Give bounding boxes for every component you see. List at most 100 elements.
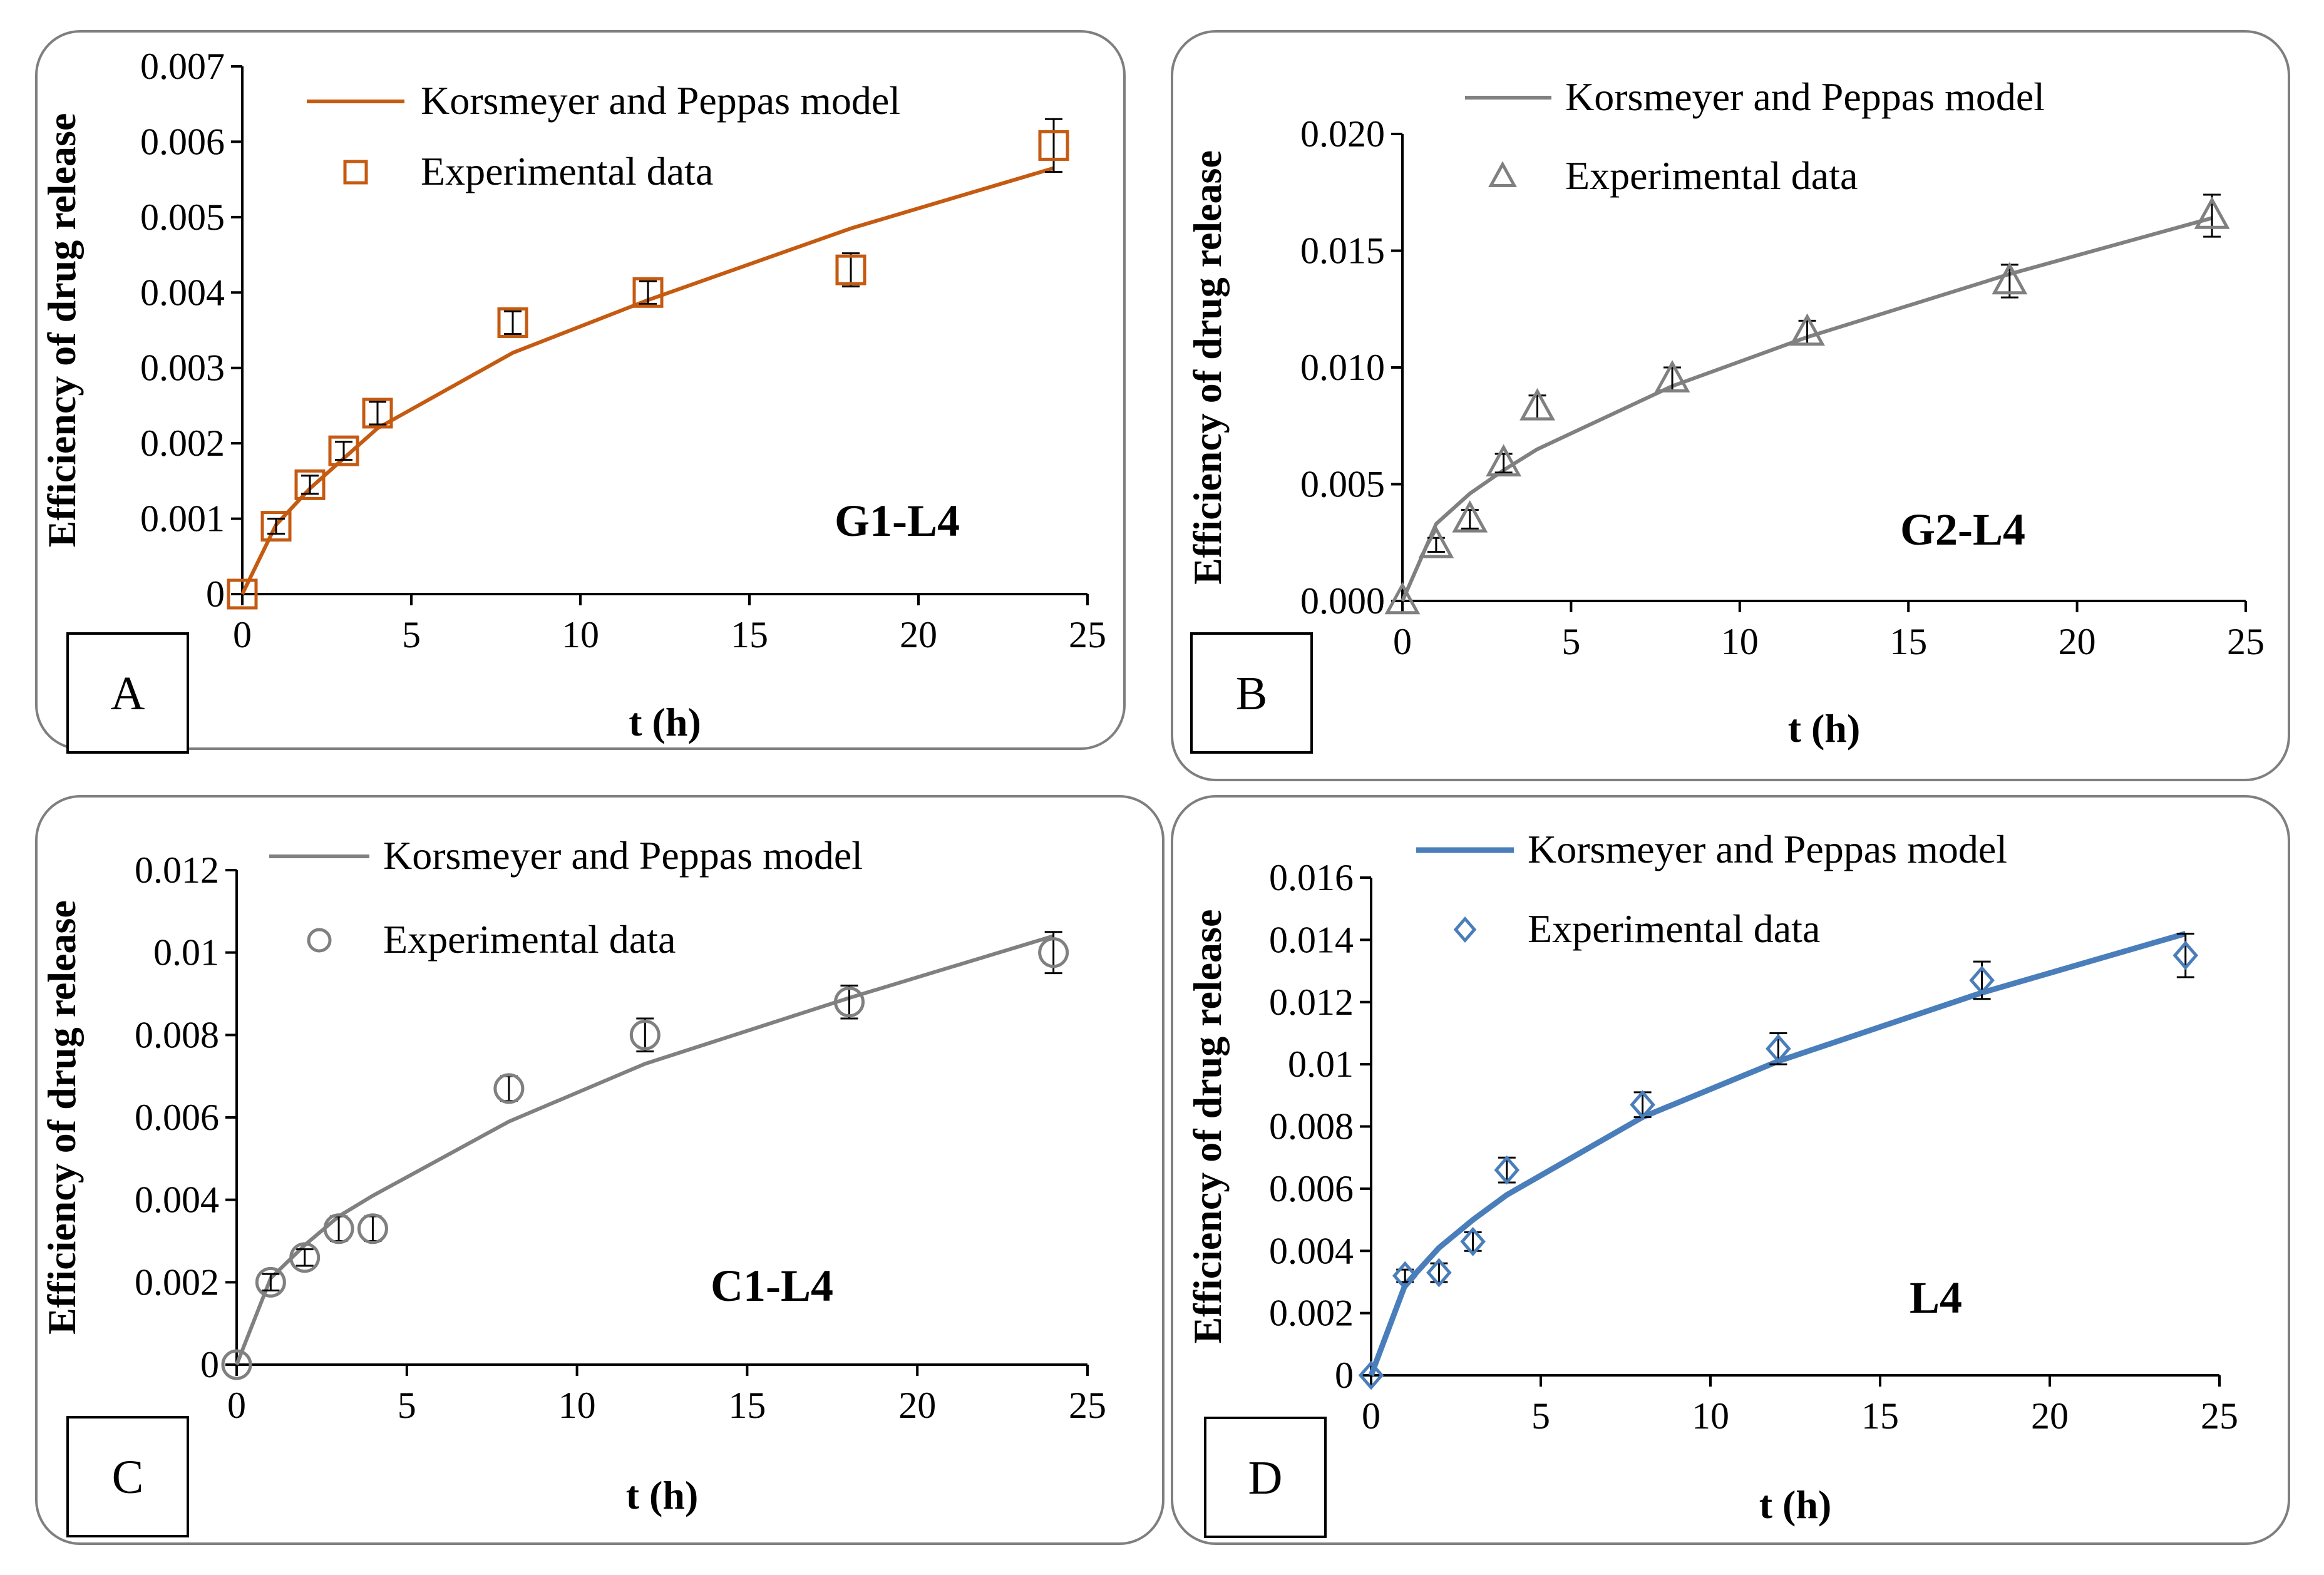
data-point — [289, 1242, 321, 1273]
x-tick-label: 0 — [1362, 1395, 1381, 1437]
y-tick-label: 0.006 — [135, 1097, 219, 1138]
data-point — [1766, 1034, 1791, 1064]
y-tick-label: 0.006 — [140, 121, 225, 162]
x-tick-label: 25 — [2201, 1395, 2238, 1437]
data-point — [835, 254, 866, 285]
y-tick-label: 0.008 — [1269, 1106, 1354, 1147]
y-tick-label: 0.007 — [140, 46, 225, 87]
data-point — [629, 1019, 661, 1050]
y-tick-label: 0.003 — [140, 347, 225, 389]
x-tick-label: 15 — [1890, 621, 1927, 662]
x-tick-label: 20 — [2059, 621, 2096, 662]
panel-letter: B — [1236, 667, 1268, 720]
legend-marker-swatch — [1488, 161, 1517, 187]
y-tick-label: 0.005 — [140, 197, 225, 238]
x-axis-title: t (h) — [1788, 706, 1861, 751]
data-point — [1486, 444, 1522, 477]
panel-a: 0 0.001 0.002 0.003 0.004 0.005 0.006 0.007 0 5 10… — [35, 30, 1126, 754]
data-point — [1494, 1155, 1520, 1185]
data-point — [2172, 940, 2199, 970]
x-tick-label: 15 — [1861, 1395, 1899, 1437]
sample-label: G2-L4 — [1900, 505, 2025, 555]
data-point — [323, 1213, 354, 1244]
panel-c: 0 0.002 0.004 0.006 0.008 0.01 0.012 0 5 10 15 20 25… — [35, 795, 1165, 1545]
panel-frame — [35, 30, 1126, 750]
data-point — [1392, 1261, 1418, 1291]
legend-experimental-label: Experimental data — [421, 149, 713, 193]
x-tick-label: 15 — [728, 1385, 766, 1426]
data-point — [255, 1266, 286, 1298]
y-axis-title: Efficiency of drug release — [39, 113, 84, 548]
data-point — [294, 469, 326, 500]
data-point — [833, 987, 865, 1018]
x-tick-label: 15 — [731, 614, 768, 655]
y-tick-label: 0 — [200, 1344, 219, 1385]
panel-letter-box — [66, 1416, 189, 1537]
panel-letter: D — [1248, 1452, 1283, 1504]
panel-d: 0 0.002 0.004 0.006 0.008 0.01 0.012 0.014 0.016… — [1171, 795, 2290, 1545]
panel-frame — [35, 795, 1165, 1545]
sample-label: L4 — [1910, 1273, 1962, 1323]
x-tick-label: 0 — [233, 614, 252, 655]
panel-b: 0.000 0.005 0.010 0.015 0.020 0 5 10 15 20 25 Effic… — [1171, 30, 2290, 781]
panel-letter-box — [1204, 1417, 1327, 1538]
panel-letter: A — [111, 667, 145, 720]
x-tick-label: 0 — [1393, 621, 1412, 662]
data-point — [1384, 582, 1421, 615]
data-point — [1418, 525, 1454, 558]
data-point — [1969, 965, 1995, 995]
data-point — [1630, 1090, 1655, 1120]
data-point — [1460, 1226, 1486, 1256]
data-point — [328, 435, 359, 466]
x-tick-label: 20 — [2031, 1395, 2069, 1437]
panel-frame — [1171, 30, 2290, 781]
y-tick-label: 0.015 — [1300, 230, 1385, 272]
y-tick-label: 0.016 — [1269, 857, 1354, 898]
data-point — [632, 277, 664, 308]
model-curve — [1368, 931, 2187, 1377]
data-point — [227, 578, 258, 610]
legend-marker-swatch — [1453, 916, 1477, 943]
data-point — [1358, 1360, 1384, 1390]
y-tick-label: 0.01 — [1288, 1044, 1354, 1085]
model-curve — [235, 934, 1054, 1366]
y-axis-title: Efficiency of drug release — [1185, 910, 1230, 1344]
legend-model-label: Korsmeyer and Peppas model — [1565, 74, 2045, 119]
x-axis-title: t (h) — [626, 1473, 699, 1517]
data-point — [1038, 937, 1069, 968]
panel-letter-box — [66, 632, 189, 754]
y-tick-label: 0.008 — [135, 1014, 219, 1055]
x-axis-title: t (h) — [1759, 1482, 1832, 1527]
legend-experimental-label: Experimental data — [1565, 153, 1858, 198]
x-tick-label: 5 — [402, 614, 421, 655]
data-point — [221, 1349, 252, 1380]
y-tick-label: 0.020 — [1300, 113, 1385, 155]
data-point — [1452, 500, 1488, 533]
data-point — [1426, 1258, 1452, 1288]
y-tick-label: 0.004 — [1269, 1230, 1354, 1271]
x-tick-label: 10 — [562, 614, 599, 655]
y-tick-label: 0.001 — [140, 498, 225, 540]
x-tick-label: 10 — [558, 1385, 596, 1426]
x-axis-title: t (h) — [629, 700, 701, 744]
y-tick-label: 0.01 — [153, 932, 219, 973]
y-tick-label: 0.012 — [1269, 982, 1354, 1023]
data-point — [1654, 360, 1690, 392]
x-tick-label: 5 — [1561, 621, 1580, 662]
y-tick-label: 0.004 — [135, 1179, 219, 1221]
legend-model-label: Korsmeyer and Peppas model — [421, 78, 900, 123]
sample-label: G1-L4 — [835, 496, 960, 546]
data-point — [493, 1073, 525, 1104]
y-tick-label: 0.002 — [135, 1261, 219, 1303]
panel-letter-box — [1190, 632, 1313, 754]
sample-label: C1-L4 — [711, 1261, 833, 1311]
x-tick-label: 25 — [1069, 614, 1106, 655]
legend-experimental-label: Experimental data — [1528, 906, 1820, 951]
legend-marker-swatch — [307, 928, 332, 953]
legend-marker-swatch — [343, 160, 368, 185]
y-tick-label: 0 — [206, 573, 225, 615]
y-tick-label: 0 — [1335, 1355, 1354, 1396]
y-tick-label: 0.004 — [140, 272, 225, 313]
y-axis-title: Efficiency of drug release — [39, 900, 84, 1335]
